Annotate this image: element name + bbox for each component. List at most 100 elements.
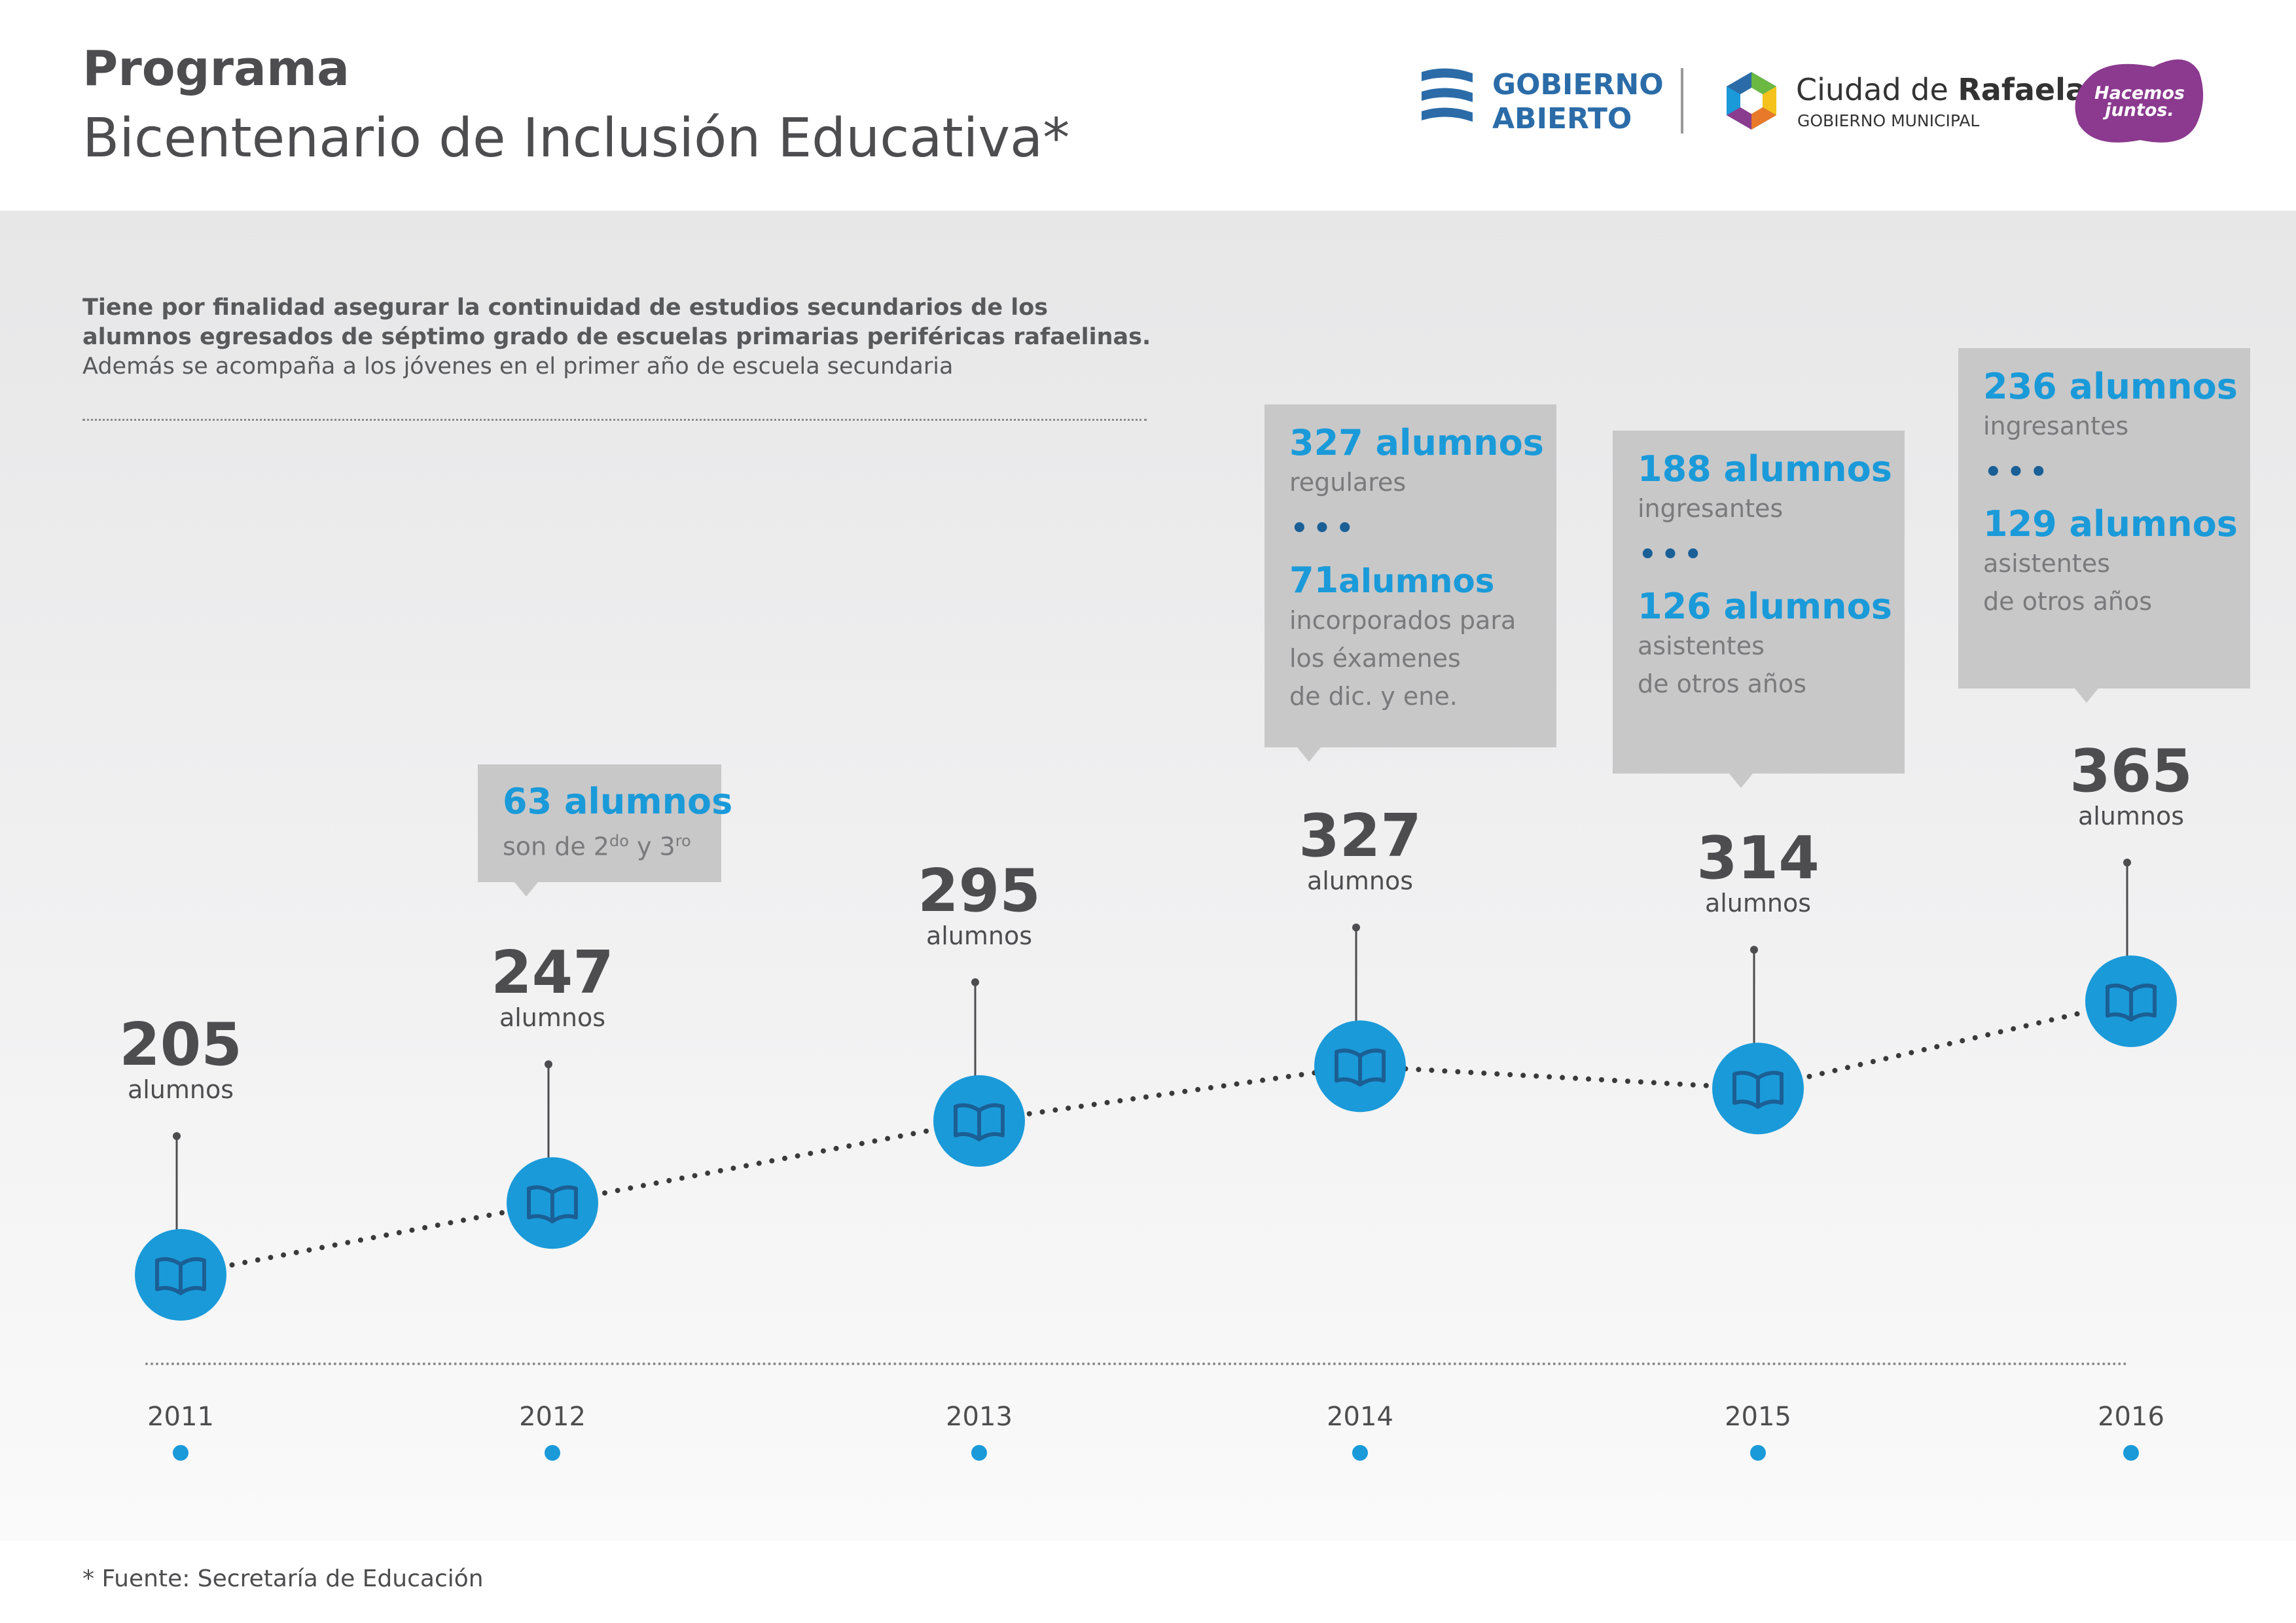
gobierno-abierto-line2: ABIERTO (1492, 102, 1632, 135)
chart-panel (0, 211, 2296, 1541)
data-unit-2016: alumnos (2077, 802, 2185, 830)
book-icon-left-page (1732, 1071, 1760, 1109)
data-label-2014: 327 (1299, 802, 1422, 871)
callout-2012: 63 alumnos son de 2do y 3ro (478, 764, 733, 897)
book-icon-right-page (977, 1103, 1005, 1141)
callout-2015-text1: ingresantes (1638, 494, 1784, 523)
hacemos-line2: juntos. (2105, 100, 2174, 120)
gobierno-abierto-line1: GOBIERNO (1492, 68, 1664, 101)
value-label-2011: 205 alumnos (119, 1016, 242, 1105)
stem-dot-2016 (2123, 859, 2131, 866)
callout-2014-text2c: de dic. y ene. (1289, 682, 1458, 711)
logo-divider (1681, 68, 1683, 134)
header: Programa Bicentenario de Inclusión Educa… (0, 0, 2296, 211)
data-unit-2011: alumnos (127, 1075, 234, 1104)
page-title-program: Programa (82, 41, 350, 97)
callout-2016-number2: 129 alumnos (1983, 503, 2238, 544)
book-icon-left-page (155, 1257, 183, 1295)
gobierno-municipal-label: GOBIERNO MUNICIPAL (1797, 111, 1980, 130)
description-line1: Tiene por finalidad asegurar la continui… (82, 294, 1049, 321)
description-line2: alumnos egresados de séptimo grado de es… (82, 324, 1151, 350)
hacemos-juntos-logo: Hacemos juntos. (2068, 52, 2212, 151)
x-tick-label-2011: 2011 (147, 1402, 214, 1432)
stem-dot-2012 (545, 1060, 552, 1069)
book-icon (527, 1185, 578, 1224)
book-icon-right-page (1358, 1048, 1386, 1087)
ciudad-rafaela-name: Ciudad de Rafaela (1796, 72, 2086, 107)
gobierno-abierto-icon (1422, 68, 1473, 122)
callout-2015-text2a: asistentes (1638, 632, 1765, 660)
x-tick-label-2015: 2015 (1725, 1402, 1791, 1432)
value-label-2016: 365 alumnos (2070, 742, 2193, 831)
book-icon-right-page (550, 1185, 578, 1224)
footnote: * Fuente: Secretaría de Educación (82, 1565, 484, 1592)
data-unit-2015: alumnos (1704, 889, 1812, 918)
data-label-2015: 314 (1696, 824, 1820, 893)
callout-2015-text2b: de otros años (1638, 669, 1807, 698)
callout-2015-tail (1729, 774, 1753, 788)
data-label-2012: 247 (491, 938, 614, 1008)
callout-2015-number2: 126 alumnos (1638, 586, 1892, 627)
x-tick-dot-2015 (1750, 1445, 1766, 1461)
callout-2016-tail (2075, 688, 2098, 703)
callout-2014-text2a: incorporados para (1289, 606, 1516, 635)
stem-dot-2014 (1352, 923, 1360, 932)
data-label-2016: 365 (2070, 737, 2193, 806)
program-description: Tiene por finalidad asegurar la continui… (82, 293, 1247, 382)
callout-2014-number2: 71alumnos (1289, 560, 1532, 601)
hexagon-logo-icon (1727, 72, 1776, 130)
x-tick-label-2014: 2014 (1327, 1402, 1393, 1432)
x-axis-line (145, 1363, 2128, 1365)
callout-2014-number2-unit: alumnos (1338, 562, 1495, 600)
ciudad-name-prefix: Ciudad de (1796, 72, 1958, 107)
x-tick-dot-2013 (971, 1445, 987, 1461)
data-unit-2014: alumnos (1306, 866, 1414, 896)
value-label-2012: 247 alumnos (491, 944, 614, 1033)
book-icon-right-page (179, 1257, 206, 1295)
callout-2015-dots: ••• (1638, 535, 1706, 575)
callout-2014-number1: 327 alumnos (1289, 422, 1544, 463)
x-tick-label-2013: 2013 (946, 1402, 1013, 1432)
callout-2016-dots: ••• (1983, 453, 2052, 492)
callout-2014-text2b: los éxamenes (1289, 644, 1461, 673)
callout-2012-text: son de 2do y 3ro (503, 822, 696, 866)
value-label-2013: 295 alumnos (918, 861, 1041, 951)
callout-2015: 188 alumnos ingresantes ••• 126 alumnos … (1613, 431, 1905, 788)
x-tick-label-2016: 2016 (2098, 1402, 2164, 1432)
x-tick-label-2012: 2012 (519, 1402, 586, 1432)
book-icon-left-page (527, 1185, 554, 1224)
page-title: Bicentenario de Inclusión Educativa* (82, 107, 1070, 169)
callout-2016-number1: 236 alumnos (1983, 366, 2238, 407)
hacemos-juntos-blob-icon (2075, 59, 2204, 143)
callout-2016-text2a: asistentes (1983, 549, 2110, 578)
callout-2012-sup1: do (609, 832, 629, 850)
callout-2014-dots: ••• (1289, 509, 1358, 548)
ciudad-rafaela-logo: Ciudad de Rafaela GOBIERNO MUNICIPAL (1719, 68, 2086, 140)
book-icon (155, 1257, 206, 1295)
description-divider (82, 419, 1147, 421)
book-icon-right-page (2129, 984, 2157, 1022)
value-label-2015: 314 alumnos (1696, 829, 1820, 918)
series-line (178, 999, 2134, 1277)
gobierno-abierto-text: GOBIERNO ABIERTO (1492, 68, 1664, 136)
callout-2016-text1: ingresantes (1983, 412, 2129, 440)
value-label-2014: 327 alumnos (1299, 807, 1422, 896)
book-icon (954, 1103, 1005, 1141)
callout-2014-number2-value: 71 (1289, 560, 1339, 601)
callout-2014-tail (1297, 747, 1321, 762)
book-icon-left-page (1335, 1048, 1362, 1087)
data-unit-2012: alumnos (499, 1003, 606, 1033)
book-icon-left-page (2106, 984, 2133, 1022)
book-icon-right-page (1756, 1071, 1784, 1109)
callout-2014-text1: regulares (1289, 468, 1407, 497)
data-unit-2013: alumnos (925, 921, 1033, 950)
hacemos-line1: Hacemos (2094, 83, 2185, 103)
callout-2012-tail (514, 882, 538, 897)
x-tick-dot-2011 (173, 1445, 188, 1461)
callout-2015-number1: 188 alumnos (1638, 448, 1892, 490)
x-tick-dot-2014 (1352, 1445, 1368, 1461)
callout-2014: 327 alumnos regulares ••• 71alumnos inco… (1265, 404, 1556, 762)
callout-2016-text2b: de otros años (1983, 587, 2153, 616)
callout-2012-number: 63 alumnos (503, 781, 733, 822)
